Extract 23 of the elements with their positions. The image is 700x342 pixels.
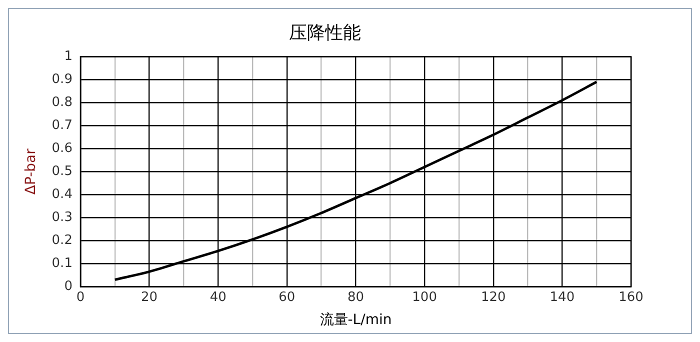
y-tick-label: 0.1: [52, 256, 72, 271]
x-tick-label: 140: [550, 290, 575, 305]
x-tick-label: 60: [278, 290, 296, 305]
y-tick-label: 0.4: [52, 186, 72, 202]
y-axis-title: ΔP-bar: [23, 148, 40, 195]
x-tick-label: 80: [347, 290, 364, 305]
y-tick-label: 0.3: [52, 210, 72, 225]
x-tick-label: 40: [210, 290, 226, 305]
x-axis-title: 流量-L/min: [320, 312, 392, 328]
x-tick-label: 20: [141, 290, 158, 305]
chart-title: 压降性能: [289, 22, 361, 44]
x-tick-label: 0: [76, 290, 85, 305]
y-tick-label: 0.7: [52, 118, 72, 133]
x-tick-label: 100: [412, 290, 437, 305]
y-tick-label: 0.9: [52, 72, 72, 87]
x-tick-label: 160: [618, 290, 644, 305]
y-tick-label: 0: [64, 278, 72, 294]
y-tick-label: 0.8: [52, 94, 72, 110]
y-tick-label: 1: [64, 48, 72, 64]
y-tick-label: 0.2: [52, 232, 72, 248]
y-tick-label: 0.6: [52, 140, 72, 156]
y-tick-label: 0.5: [52, 164, 72, 179]
x-tick-label: 120: [480, 290, 506, 305]
